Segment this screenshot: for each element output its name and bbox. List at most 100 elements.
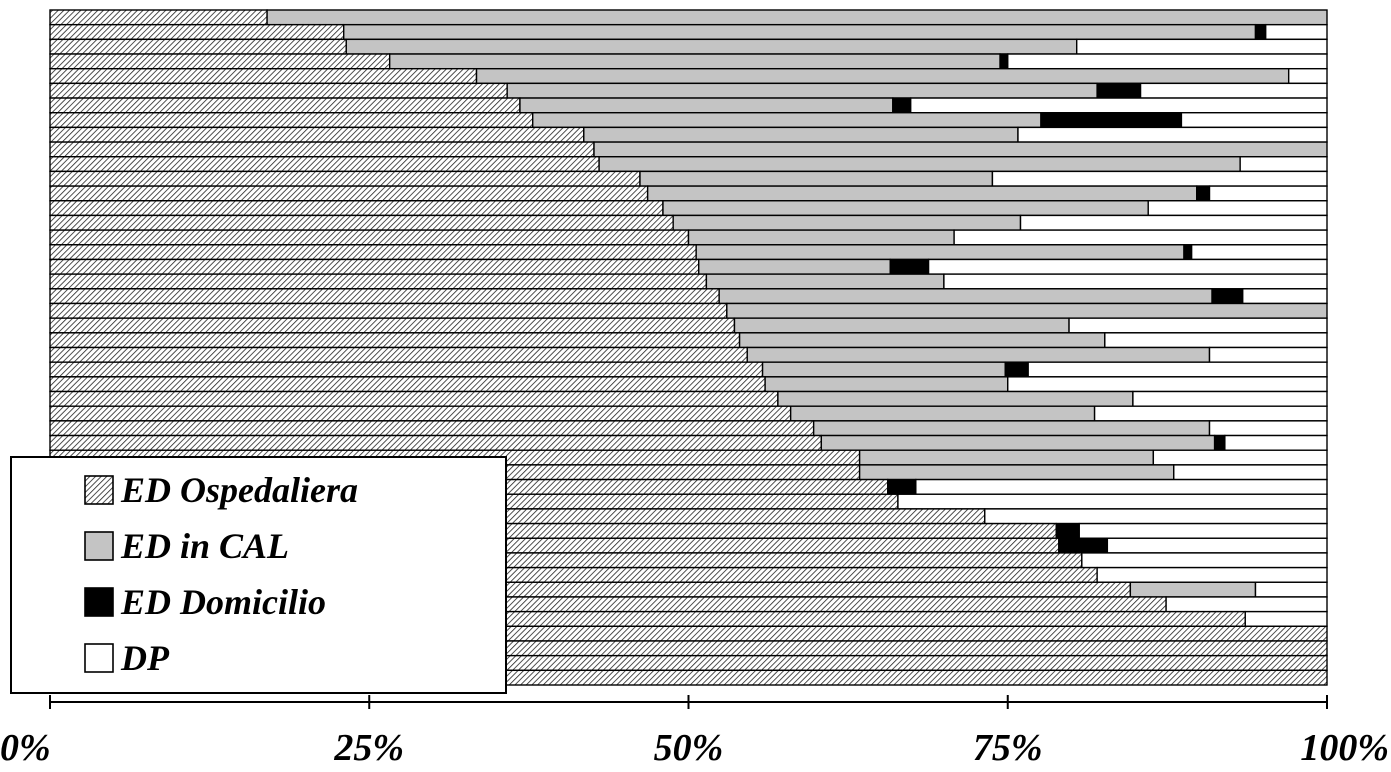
x-tick-label: 25% <box>333 727 404 769</box>
legend-swatch-1 <box>84 475 114 505</box>
bar-segment-13-series-1 <box>49 185 649 202</box>
bar-segment-23-series-1 <box>49 332 741 349</box>
bar-segment-15-series-4 <box>1019 214 1328 231</box>
bar-segment-3-series-4 <box>1076 38 1328 55</box>
bar-segment-12-series-2 <box>639 170 994 187</box>
bar-segment-8-series-1 <box>49 112 534 129</box>
legend-swatch-2 <box>84 531 114 561</box>
bar-segment-18-series-4 <box>927 258 1328 275</box>
bar-segment-22-series-1 <box>49 317 736 334</box>
bar-segment-31-series-2 <box>858 449 1155 466</box>
bar-segment-26-series-2 <box>764 376 1009 393</box>
legend-label-4: DP <box>120 638 170 678</box>
bar-segment-16-series-1 <box>49 229 690 246</box>
bar-segment-19-series-2 <box>705 273 945 290</box>
bar-segment-24-series-1 <box>49 346 748 363</box>
x-tick-label: 50% <box>654 727 724 769</box>
bar-segment-17-series-2 <box>695 244 1185 261</box>
bar-segment-24-series-4 <box>1208 346 1328 363</box>
bar-segment-7-series-4 <box>910 97 1328 114</box>
bar-segment-19-series-4 <box>943 273 1328 290</box>
bar-segment-30-series-2 <box>820 434 1216 451</box>
bar-segment-32-series-4 <box>1173 464 1328 481</box>
bar-segment-18-series-1 <box>49 258 700 275</box>
bar-segment-3-series-2 <box>345 38 1078 55</box>
bar-segment-24-series-2 <box>746 346 1211 363</box>
bar-segment-30-series-4 <box>1224 434 1328 451</box>
legend-label-2: ED in CAL <box>120 526 289 566</box>
bar-segment-37-series-4 <box>1106 537 1328 554</box>
bar-segment-29-series-4 <box>1208 420 1328 437</box>
bar-segment-13-series-3 <box>1196 185 1211 202</box>
bar-segment-25-series-4 <box>1027 361 1328 378</box>
bar-segment-26-series-4 <box>1007 376 1328 393</box>
bar-segment-33-series-3 <box>887 478 917 495</box>
bar-segment-42-series-4 <box>1244 610 1328 628</box>
bar-segment-20-series-3 <box>1211 288 1244 305</box>
bar-segment-5-series-4 <box>1287 67 1328 85</box>
bar-segment-11-series-2 <box>598 156 1241 173</box>
bar-segment-11-series-4 <box>1239 156 1328 173</box>
x-tick-label: 100% <box>1300 727 1389 769</box>
x-tick-label: 0% <box>0 727 51 769</box>
bar-segment-28-series-4 <box>1093 405 1328 422</box>
bar-segment-3-series-1 <box>49 38 347 55</box>
bar-segment-17-series-4 <box>1190 244 1328 261</box>
bar-segment-18-series-2 <box>698 258 891 275</box>
bar-segment-8-series-2 <box>532 112 1042 129</box>
bar-segment-10-series-2 <box>593 141 1328 158</box>
bar-segment-31-series-4 <box>1152 449 1328 466</box>
legend-label-1: ED Ospedaliera <box>120 470 358 510</box>
bar-segment-27-series-2 <box>777 390 1134 407</box>
bar-segment-5-series-2 <box>475 67 1290 85</box>
legend: ED Ospedaliera ED in CAL ED Domicilio DP <box>10 456 507 694</box>
bar-segment-4-series-4 <box>1007 53 1328 70</box>
bar-segment-27-series-4 <box>1132 390 1328 407</box>
bar-segment-2-series-3 <box>1254 23 1267 41</box>
bars-layer <box>49 9 1328 686</box>
bar-segment-6-series-3 <box>1096 82 1142 99</box>
bar-segment-7-series-1 <box>49 97 521 114</box>
bar-segment-35-series-4 <box>984 508 1328 525</box>
bar-segment-17-series-3 <box>1183 244 1193 261</box>
bar-segment-39-series-4 <box>1096 566 1328 583</box>
bar-segment-12-series-1 <box>49 170 641 187</box>
bar-segment-5-series-1 <box>49 67 478 85</box>
bar-segment-8-series-3 <box>1040 112 1183 129</box>
bar-segment-4-series-2 <box>388 53 1001 70</box>
bar-segment-33-series-4 <box>915 478 1328 495</box>
bar-segment-30-series-1 <box>49 434 823 451</box>
legend-swatch-3 <box>84 587 114 617</box>
bar-segment-10-series-1 <box>49 141 595 158</box>
bar-segment-28-series-1 <box>49 405 792 422</box>
bar-segment-20-series-2 <box>718 288 1213 305</box>
bar-segment-15-series-1 <box>49 214 674 231</box>
bar-segment-19-series-1 <box>49 273 708 290</box>
bar-segment-28-series-2 <box>789 405 1096 422</box>
bar-segment-37-series-3 <box>1058 537 1109 554</box>
bar-segment-6-series-1 <box>49 82 508 99</box>
bar-segment-2-series-4 <box>1264 23 1328 41</box>
bar-segment-14-series-4 <box>1147 200 1328 217</box>
bar-segment-23-series-4 <box>1104 332 1328 349</box>
bar-segment-2-series-2 <box>343 23 1257 41</box>
bar-segment-9-series-2 <box>583 126 1019 143</box>
bar-segment-25-series-2 <box>761 361 1006 378</box>
bar-segment-16-series-4 <box>953 229 1328 246</box>
bar-segment-29-series-2 <box>812 420 1211 437</box>
bar-segment-13-series-4 <box>1208 185 1328 202</box>
bar-segment-6-series-2 <box>506 82 1098 99</box>
bar-segment-40-series-2 <box>1129 581 1257 598</box>
bar-segment-15-series-2 <box>672 214 1022 231</box>
bar-segment-13-series-2 <box>646 185 1198 202</box>
x-axis: 0% 25% 50% 75% 100% <box>0 695 1389 769</box>
bar-segment-18-series-3 <box>889 258 930 275</box>
bar-segment-41-series-4 <box>1165 596 1328 613</box>
bar-segment-2-series-1 <box>49 23 345 41</box>
legend-label-3: ED Domicilio <box>120 582 326 622</box>
bar-segment-7-series-3 <box>892 97 912 114</box>
bar-segment-1-series-2 <box>266 9 1328 26</box>
bar-segment-30-series-3 <box>1213 434 1226 451</box>
